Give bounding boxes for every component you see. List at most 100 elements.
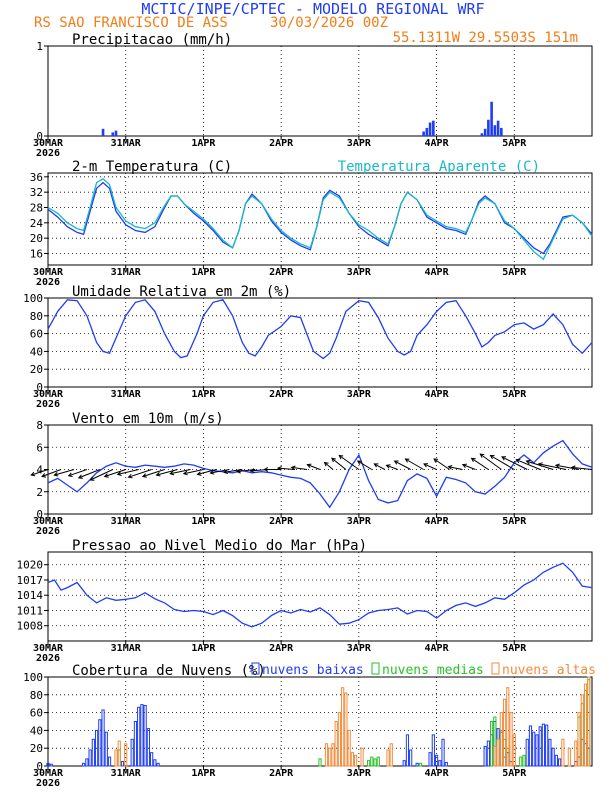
wind-arrow [104,469,126,477]
clouds-bar [98,719,102,767]
clouds-bar [334,721,338,767]
clouds-bar [551,747,555,767]
wind-ytick-label: 0 [36,508,43,521]
wind-arrow-head [276,466,282,471]
wind-arrow [291,466,308,470]
clouds-bar [402,760,406,767]
rh-xtick-label: 31MAR [111,389,142,400]
clouds-bar [496,738,500,767]
wind-arrow [448,466,463,470]
rh-xtick-label: 4APR [425,389,450,400]
header-coords: 55.1311W 29.5503S 151m [393,30,578,46]
wind-arrow-head [385,464,391,469]
temp-xtick-label: 5APR [502,267,527,278]
clouds-ytick-label: 80 [30,689,43,702]
wind-arrow-head [223,469,228,475]
wind-xtick-label: 1APR [191,516,216,527]
wind-arrow-head [461,463,467,469]
rh-xtick-label: 1APR [191,389,216,400]
wind-arrow-head [53,471,59,477]
rh-ytick-label: 20 [30,363,43,376]
wind-ytick-label: 4 [36,464,43,477]
wind-xtick-label: 4APR [425,516,450,527]
clouds-bar [366,760,371,767]
wind-xtick-year: 2026 [36,526,60,537]
clouds-bar [486,740,490,767]
wind-arrow-head [306,463,312,469]
clouds-bar [509,712,513,767]
rh-xtick-label: 5APR [502,389,527,400]
cloud-legend-label: nuvens medias [382,663,484,678]
clouds-bar [360,747,364,767]
pressure-frame [47,551,593,642]
wind-arrow-head [554,463,560,469]
pressure-xtick-label: 1APR [191,643,216,654]
temp-ytick-label: 32 [30,186,43,199]
clouds-bar [146,728,150,767]
clouds-bar [124,743,128,767]
wind-arrow [538,463,567,470]
wind-arrow-head [331,457,336,463]
clouds-bar [483,745,487,767]
clouds-bar [554,754,558,767]
clouds-bar [577,712,581,767]
wind-arrow-head [127,473,133,479]
clouds-bar [538,726,542,767]
rh-ytick-label: 60 [30,328,43,341]
temp-xtick-label: 4APR [425,267,450,278]
clouds-bar [49,763,53,767]
wind-title: Vento em 10m (m/s) [72,411,224,427]
wind-arrow-head [373,463,379,468]
clouds-bar [567,747,571,767]
pressure-series-line [47,562,593,628]
clouds-xtick-label: 31MAR [111,768,142,779]
clouds-ytick-label: 20 [30,742,43,755]
wind-arrow-head [30,471,36,477]
clouds-bar [545,724,549,767]
rh-ytick-label: 100 [23,292,43,305]
wind-ytick-label: 6 [36,441,43,454]
wind-arrow-head [338,454,344,460]
pressure-xtick-label: 5APR [502,643,527,654]
clouds-bar [431,734,435,767]
wind-arrow-head [537,462,543,467]
precip-xtick-label: 2APR [269,138,294,149]
clouds-xtick-label: 3APR [347,768,372,779]
temp-frame [47,172,593,266]
wind-arrow-head [141,473,147,478]
clouds-bar [409,749,413,767]
clouds-bar [46,762,50,767]
wind-arrow [405,458,424,470]
wind-arrow [423,463,437,470]
pressure-ytick-label: 1020 [17,559,44,572]
precip-ytick-label: 1 [36,40,43,53]
wind-arrow-head [116,471,122,476]
wind-arrow-head [209,470,215,475]
clouds-bar [347,729,351,767]
wind-arrow [516,459,541,470]
wind-arrow [462,464,476,470]
temp-xtick-label: 1APR [191,267,216,278]
clouds-title: Cobertura de Nuvens (%) [72,663,266,679]
wind-arrow-head [447,465,453,470]
clouds-bar [519,756,523,767]
wind-arrow-head [501,456,507,461]
clouds-bar [370,756,374,767]
pressure-ytick-label: 1008 [17,620,44,633]
rh-ytick-label: 40 [30,345,43,358]
clouds-xtick-label: 1APR [191,768,216,779]
precip-xtick-label: 3APR [347,138,372,149]
clouds-bar [490,721,494,767]
precip-xtick-label: 1APR [191,138,216,149]
rh-series-line [47,299,593,360]
wind-arrow [338,455,360,470]
clouds-bar [114,749,118,767]
clouds-bar [583,683,588,767]
wind-arrow-head [515,458,521,464]
clouds-bar [143,704,147,767]
precip-bar [500,127,503,136]
precip-xtick-label: 30MAR [33,138,64,149]
clouds-bar [386,749,390,767]
wind-arrow [277,467,295,470]
